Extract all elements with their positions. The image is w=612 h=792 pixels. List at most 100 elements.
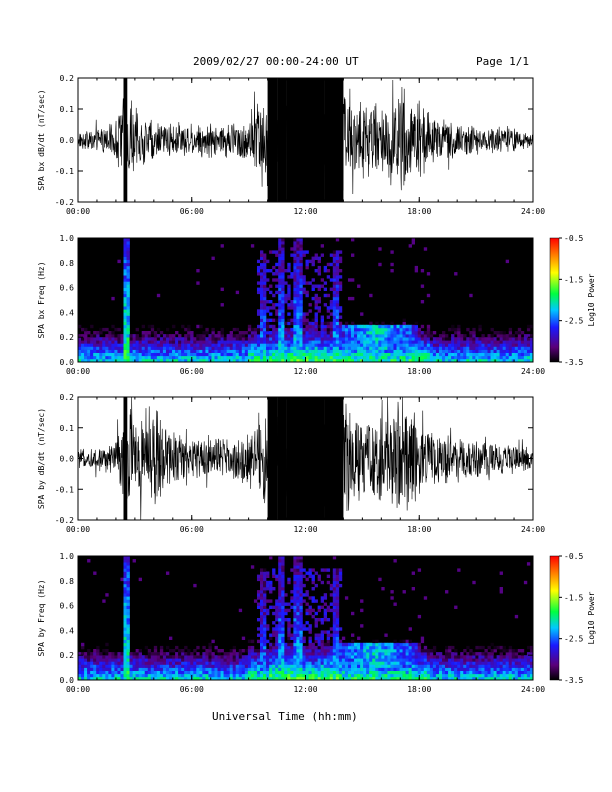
heatmap-cell: [263, 602, 267, 606]
heatmap-cell: [181, 346, 185, 350]
heatmap-cell: [529, 649, 534, 653]
heatmap-cell: [414, 265, 419, 270]
heatmap-cell: [175, 664, 179, 668]
heatmap-cell: [408, 334, 412, 338]
heatmap-cell: [335, 652, 340, 656]
heatmap-cell: [338, 309, 343, 313]
heatmap-cell: [529, 334, 534, 338]
heatmap-cell: [499, 661, 503, 665]
heatmap-cell: [84, 667, 88, 671]
heatmap-cell: [266, 321, 270, 326]
heatmap-cell: [108, 673, 112, 678]
heatmap-cell: [466, 358, 470, 363]
heatmap-cell: [445, 337, 449, 341]
heatmap-cell: [357, 331, 361, 335]
heatmap-cell: [156, 658, 161, 662]
heatmap-cell: [369, 661, 373, 665]
heatmap-cell: [390, 340, 394, 344]
heatmap-cell: [366, 658, 370, 662]
heatmap-cell: [378, 337, 382, 341]
heatmap-cell: [278, 596, 282, 600]
heatmap-cell: [335, 655, 340, 659]
heatmap-cell: [275, 331, 279, 335]
heatmap-cell: [326, 324, 331, 329]
heatmap-cell: [278, 556, 282, 560]
heatmap-cell: [317, 287, 321, 291]
heatmap-cell: [96, 358, 100, 363]
heatmap-cell: [347, 645, 352, 650]
heatmap-cell: [272, 340, 276, 344]
heatmap-cell: [496, 673, 500, 678]
heatmap-cell: [308, 281, 312, 285]
heatmap-cell: [169, 667, 173, 671]
heatmap-cell: [463, 673, 467, 678]
heatmap-cell: [366, 645, 370, 650]
heatmap-cell: [220, 352, 224, 357]
heatmap-cell: [402, 321, 406, 326]
heatmap-cell: [263, 272, 267, 276]
heatmap-cell: [332, 296, 337, 301]
heatmap-cell: [153, 652, 158, 656]
heatmap-cell: [111, 343, 115, 347]
heatmap-cell: [135, 658, 139, 662]
heatmap-cell: [426, 324, 431, 329]
heatmap-cell: [147, 667, 152, 671]
heatmap-cell: [490, 667, 494, 671]
heatmap-cell: [305, 652, 309, 656]
heatmap-cell: [332, 303, 337, 307]
heatmap-cell: [278, 269, 282, 273]
heatmap-cell: [341, 343, 346, 347]
heatmap-cell: [266, 327, 270, 332]
heatmap-cell: [369, 327, 373, 332]
heatmap-cell: [281, 355, 285, 360]
heatmap-cell: [478, 673, 482, 678]
heatmap-cell: [508, 664, 513, 668]
heatmap-cell: [526, 352, 531, 357]
heatmap-cell: [387, 358, 391, 363]
heatmap-cell: [335, 614, 340, 619]
heatmap-cell: [344, 358, 349, 363]
saturated-segment: [305, 78, 325, 202]
heatmap-cell: [375, 355, 379, 360]
heatmap-cell: [393, 340, 397, 344]
heatmap-cell: [499, 645, 503, 650]
heatmap-cell: [153, 655, 158, 659]
heatmap-cell: [305, 331, 309, 335]
heatmap-cell: [399, 358, 403, 363]
heatmap-cell: [296, 605, 300, 609]
heatmap-cell: [445, 661, 449, 665]
heatmap-cell: [123, 583, 127, 588]
heatmap-cell: [432, 661, 437, 665]
heatmap-cell: [369, 346, 373, 350]
heatmap-cell: [296, 315, 300, 319]
heatmap-cell: [269, 633, 273, 637]
heatmap-cell: [347, 664, 352, 668]
heatmap-cell: [354, 652, 358, 656]
heatmap-cell: [478, 343, 482, 347]
heatmap-cell: [302, 636, 306, 640]
heatmap-cell: [332, 352, 337, 357]
heatmap-cell: [490, 652, 494, 656]
heatmap-cell: [311, 343, 315, 347]
heatmap-cell: [475, 652, 479, 656]
heatmap-cell: [435, 337, 440, 341]
heatmap-cell: [460, 676, 464, 681]
heatmap-cell: [375, 343, 379, 347]
heatmap-cell: [372, 652, 376, 656]
heatmap-cell: [250, 658, 255, 662]
heatmap-cell: [296, 636, 300, 640]
heatmap-cell: [123, 639, 127, 644]
heatmap-cell: [299, 649, 303, 653]
heatmap-cell: [387, 649, 391, 653]
heatmap-cell: [481, 658, 485, 662]
heatmap-cell: [223, 673, 227, 678]
heatmap-cell: [138, 355, 142, 360]
heatmap-cell: [290, 664, 294, 668]
heatmap-cell: [199, 358, 203, 363]
heatmap-cell: [78, 324, 82, 329]
heatmap-cell: [293, 331, 297, 335]
heatmap-cell: [159, 331, 164, 335]
colorbar-tick-label: -1.5: [564, 275, 583, 284]
heatmap-cell: [411, 340, 415, 344]
heatmap-cell: [311, 327, 315, 332]
